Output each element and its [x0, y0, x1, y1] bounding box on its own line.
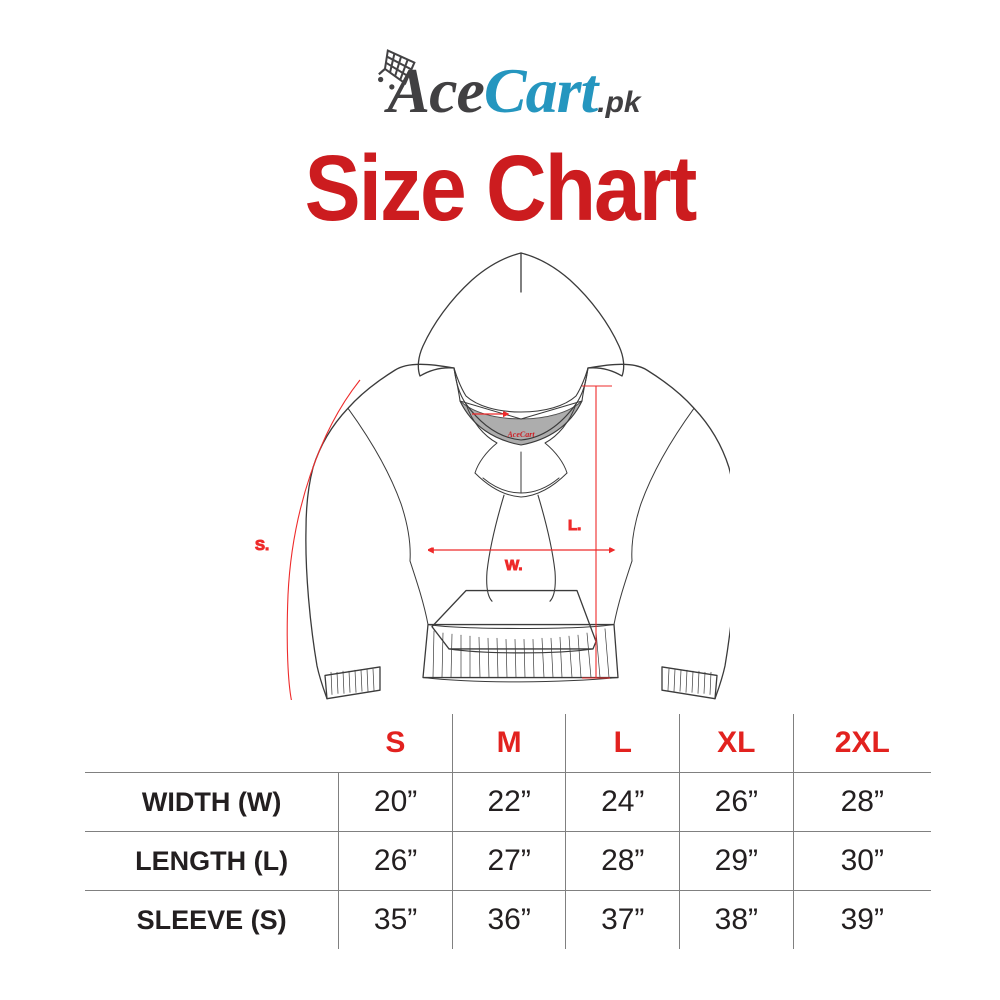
svg-text:S.: S.	[255, 537, 269, 554]
svg-text:W.: W.	[505, 557, 523, 574]
svg-text:L.: L.	[568, 517, 581, 534]
svg-text:AceCart: AceCart	[506, 430, 535, 439]
